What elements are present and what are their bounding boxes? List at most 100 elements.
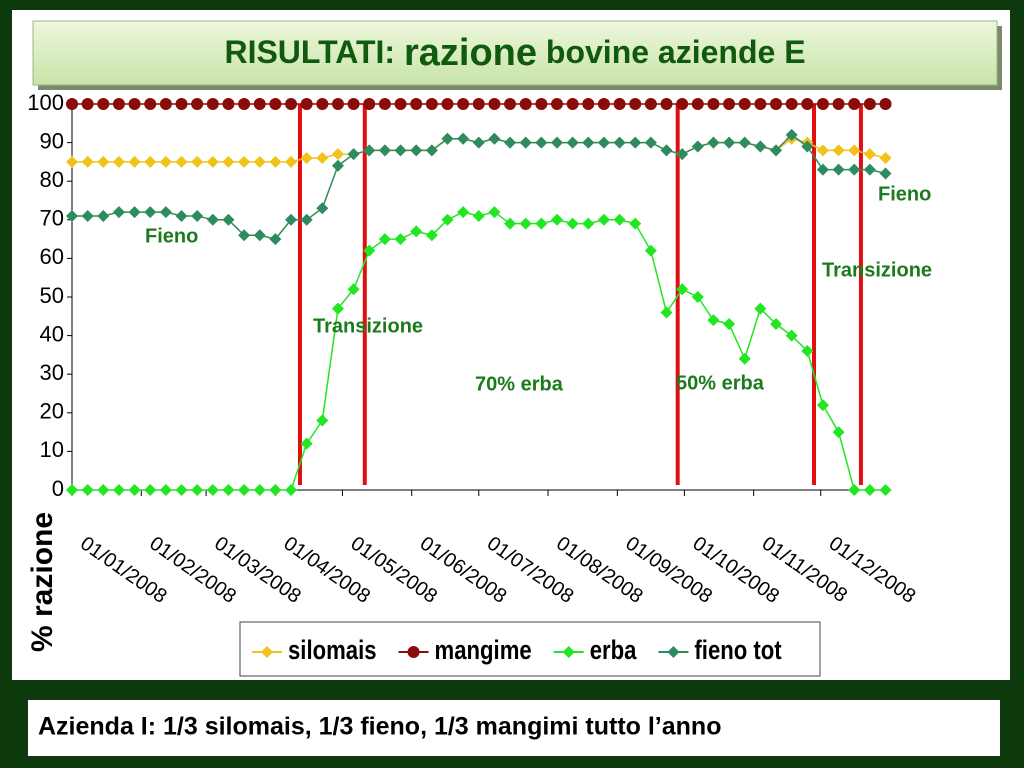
- marker: [816, 163, 829, 176]
- marker: [457, 132, 470, 145]
- marker: [582, 217, 595, 230]
- marker: [738, 352, 751, 365]
- marker: [81, 209, 94, 222]
- legend-label: silomais: [288, 636, 377, 666]
- marker: [879, 98, 892, 110]
- y-tick-label: 30: [40, 360, 64, 385]
- marker: [238, 155, 251, 168]
- marker: [285, 484, 298, 496]
- marker: [285, 213, 298, 226]
- marker: [504, 136, 517, 149]
- marker: [410, 225, 423, 238]
- marker: [222, 98, 235, 110]
- y-tick-label: 80: [40, 167, 64, 192]
- marker: [253, 155, 266, 168]
- legend-label: erba: [590, 636, 637, 666]
- y-tick-label: 50: [40, 283, 64, 308]
- marker: [801, 345, 814, 358]
- caption: Azienda I: 1/3 silomais, 1/3 fieno, 1/3 …: [38, 713, 721, 741]
- marker: [269, 155, 282, 168]
- marker: [848, 144, 861, 157]
- marker: [519, 217, 532, 230]
- marker: [316, 414, 329, 427]
- marker: [801, 98, 814, 110]
- marker: [66, 209, 78, 222]
- marker: [206, 213, 219, 226]
- title-end: bovine aziende E: [546, 34, 806, 70]
- marker: [832, 426, 845, 439]
- marker: [144, 484, 157, 496]
- legend-label: fieno tot: [694, 636, 781, 666]
- marker: [112, 98, 125, 110]
- marker: [644, 136, 657, 149]
- marker: [738, 98, 751, 110]
- marker: [879, 167, 892, 180]
- marker: [644, 244, 657, 257]
- marker: [535, 217, 548, 230]
- marker: [81, 98, 94, 110]
- marker: [550, 213, 563, 226]
- marker: [81, 155, 94, 168]
- marker: [629, 98, 642, 110]
- marker: [316, 152, 329, 165]
- marker: [613, 98, 626, 110]
- marker: [175, 155, 188, 168]
- marker: [238, 98, 251, 110]
- marker: [644, 98, 657, 110]
- marker: [597, 98, 610, 110]
- marker: [316, 98, 329, 110]
- marker: [97, 209, 110, 222]
- marker: [488, 98, 501, 110]
- legend: silomais mangime erba fieno tot: [252, 636, 782, 666]
- marker: [238, 484, 251, 496]
- marker: [660, 144, 673, 157]
- y-tick-label: 90: [40, 128, 64, 153]
- marker: [472, 209, 485, 222]
- marker: [691, 98, 704, 110]
- marker: [159, 206, 172, 219]
- marker: [394, 144, 407, 157]
- marker: [253, 484, 266, 496]
- annotation: 70% erba: [475, 373, 564, 395]
- marker: [785, 329, 798, 342]
- marker: [222, 484, 235, 496]
- marker: [832, 144, 845, 157]
- caption-box: [28, 700, 1000, 756]
- marker: [269, 98, 282, 110]
- marker: [848, 98, 861, 110]
- marker: [97, 484, 110, 496]
- marker: [582, 136, 595, 149]
- marker: [97, 98, 110, 110]
- marker: [300, 437, 313, 450]
- marker: [425, 229, 438, 242]
- title-box: [32, 20, 998, 86]
- marker: [770, 318, 783, 331]
- marker: [738, 136, 751, 149]
- marker: [863, 148, 876, 161]
- marker: [723, 98, 736, 110]
- marker: [597, 213, 610, 226]
- marker: [410, 144, 423, 157]
- marker: [316, 202, 329, 215]
- marker: [863, 98, 876, 110]
- marker: [363, 98, 376, 110]
- marker: [629, 217, 642, 230]
- chart-panel: [12, 10, 1010, 680]
- marker: [112, 155, 125, 168]
- marker: [425, 98, 438, 110]
- marker: [97, 155, 110, 168]
- marker: [378, 98, 391, 110]
- y-tick-label: 20: [40, 399, 64, 424]
- marker: [519, 98, 532, 110]
- y-tick-label: 10: [40, 437, 64, 462]
- marker: [128, 155, 141, 168]
- marker: [285, 155, 298, 168]
- marker: [300, 213, 313, 226]
- marker: [472, 136, 485, 149]
- marker: [754, 98, 767, 110]
- marker: [816, 98, 829, 110]
- marker: [441, 132, 454, 145]
- marker: [816, 399, 829, 412]
- marker: [159, 484, 172, 496]
